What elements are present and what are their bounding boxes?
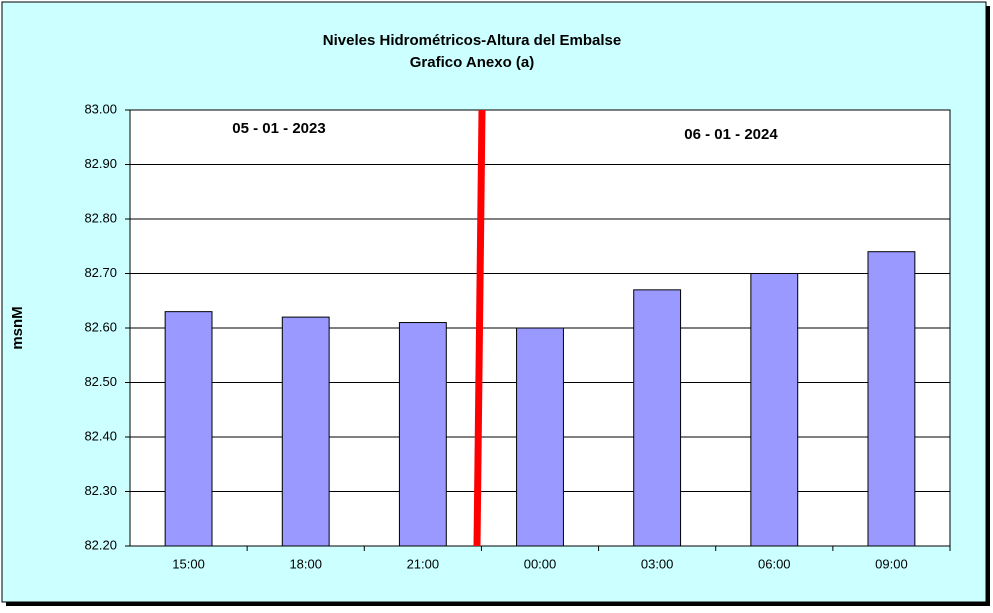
bar (750, 273, 799, 547)
bar (633, 289, 682, 547)
x-tick-label: 06:00 (758, 556, 791, 571)
annotation: 05 - 01 - 2023 (232, 120, 325, 137)
x-tick-label: 21:00 (407, 556, 440, 571)
y-tick-label: 83.00 (84, 101, 117, 116)
bars (164, 251, 916, 547)
x-tick-label: 09:00 (875, 556, 908, 571)
bar (516, 327, 564, 547)
y-tick-label: 82.20 (84, 537, 117, 552)
day-divider (473, 109, 486, 547)
x-tick-label: 15:00 (172, 556, 205, 571)
y-tick-label: 82.80 (84, 210, 117, 225)
bar (164, 311, 213, 547)
annotation: 06 - 01 - 2024 (684, 126, 778, 143)
bar (867, 251, 916, 547)
y-tick-label: 82.30 (84, 483, 117, 498)
chart-subtitle: Grafico Anexo (a) (410, 54, 534, 71)
y-axis-label: msnM (9, 306, 26, 349)
y-tick-label: 82.50 (84, 374, 117, 389)
bar (398, 322, 447, 547)
y-tick-label: 82.70 (84, 265, 117, 280)
x-tick-label: 03:00 (641, 556, 674, 571)
bar (281, 316, 330, 547)
chart-title: Niveles Hidrométricos-Altura del Embalse (323, 32, 621, 49)
plot-border (129, 109, 951, 547)
y-tick-label: 82.60 (84, 319, 117, 334)
y-tick-label: 82.90 (84, 156, 117, 171)
y-tick-label: 82.40 (84, 428, 117, 443)
x-tick-label: 18:00 (289, 556, 322, 571)
x-tick-label: 00:00 (524, 556, 557, 571)
